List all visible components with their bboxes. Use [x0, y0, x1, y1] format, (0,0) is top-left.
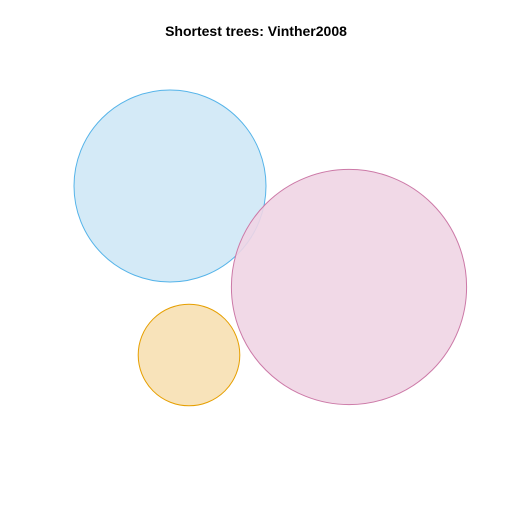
set-circle-blue	[73, 89, 267, 283]
set-circle-pink	[230, 168, 468, 406]
chart-title: Shortest trees: Vinther2008	[165, 23, 347, 39]
set-circle-orange	[137, 303, 241, 407]
